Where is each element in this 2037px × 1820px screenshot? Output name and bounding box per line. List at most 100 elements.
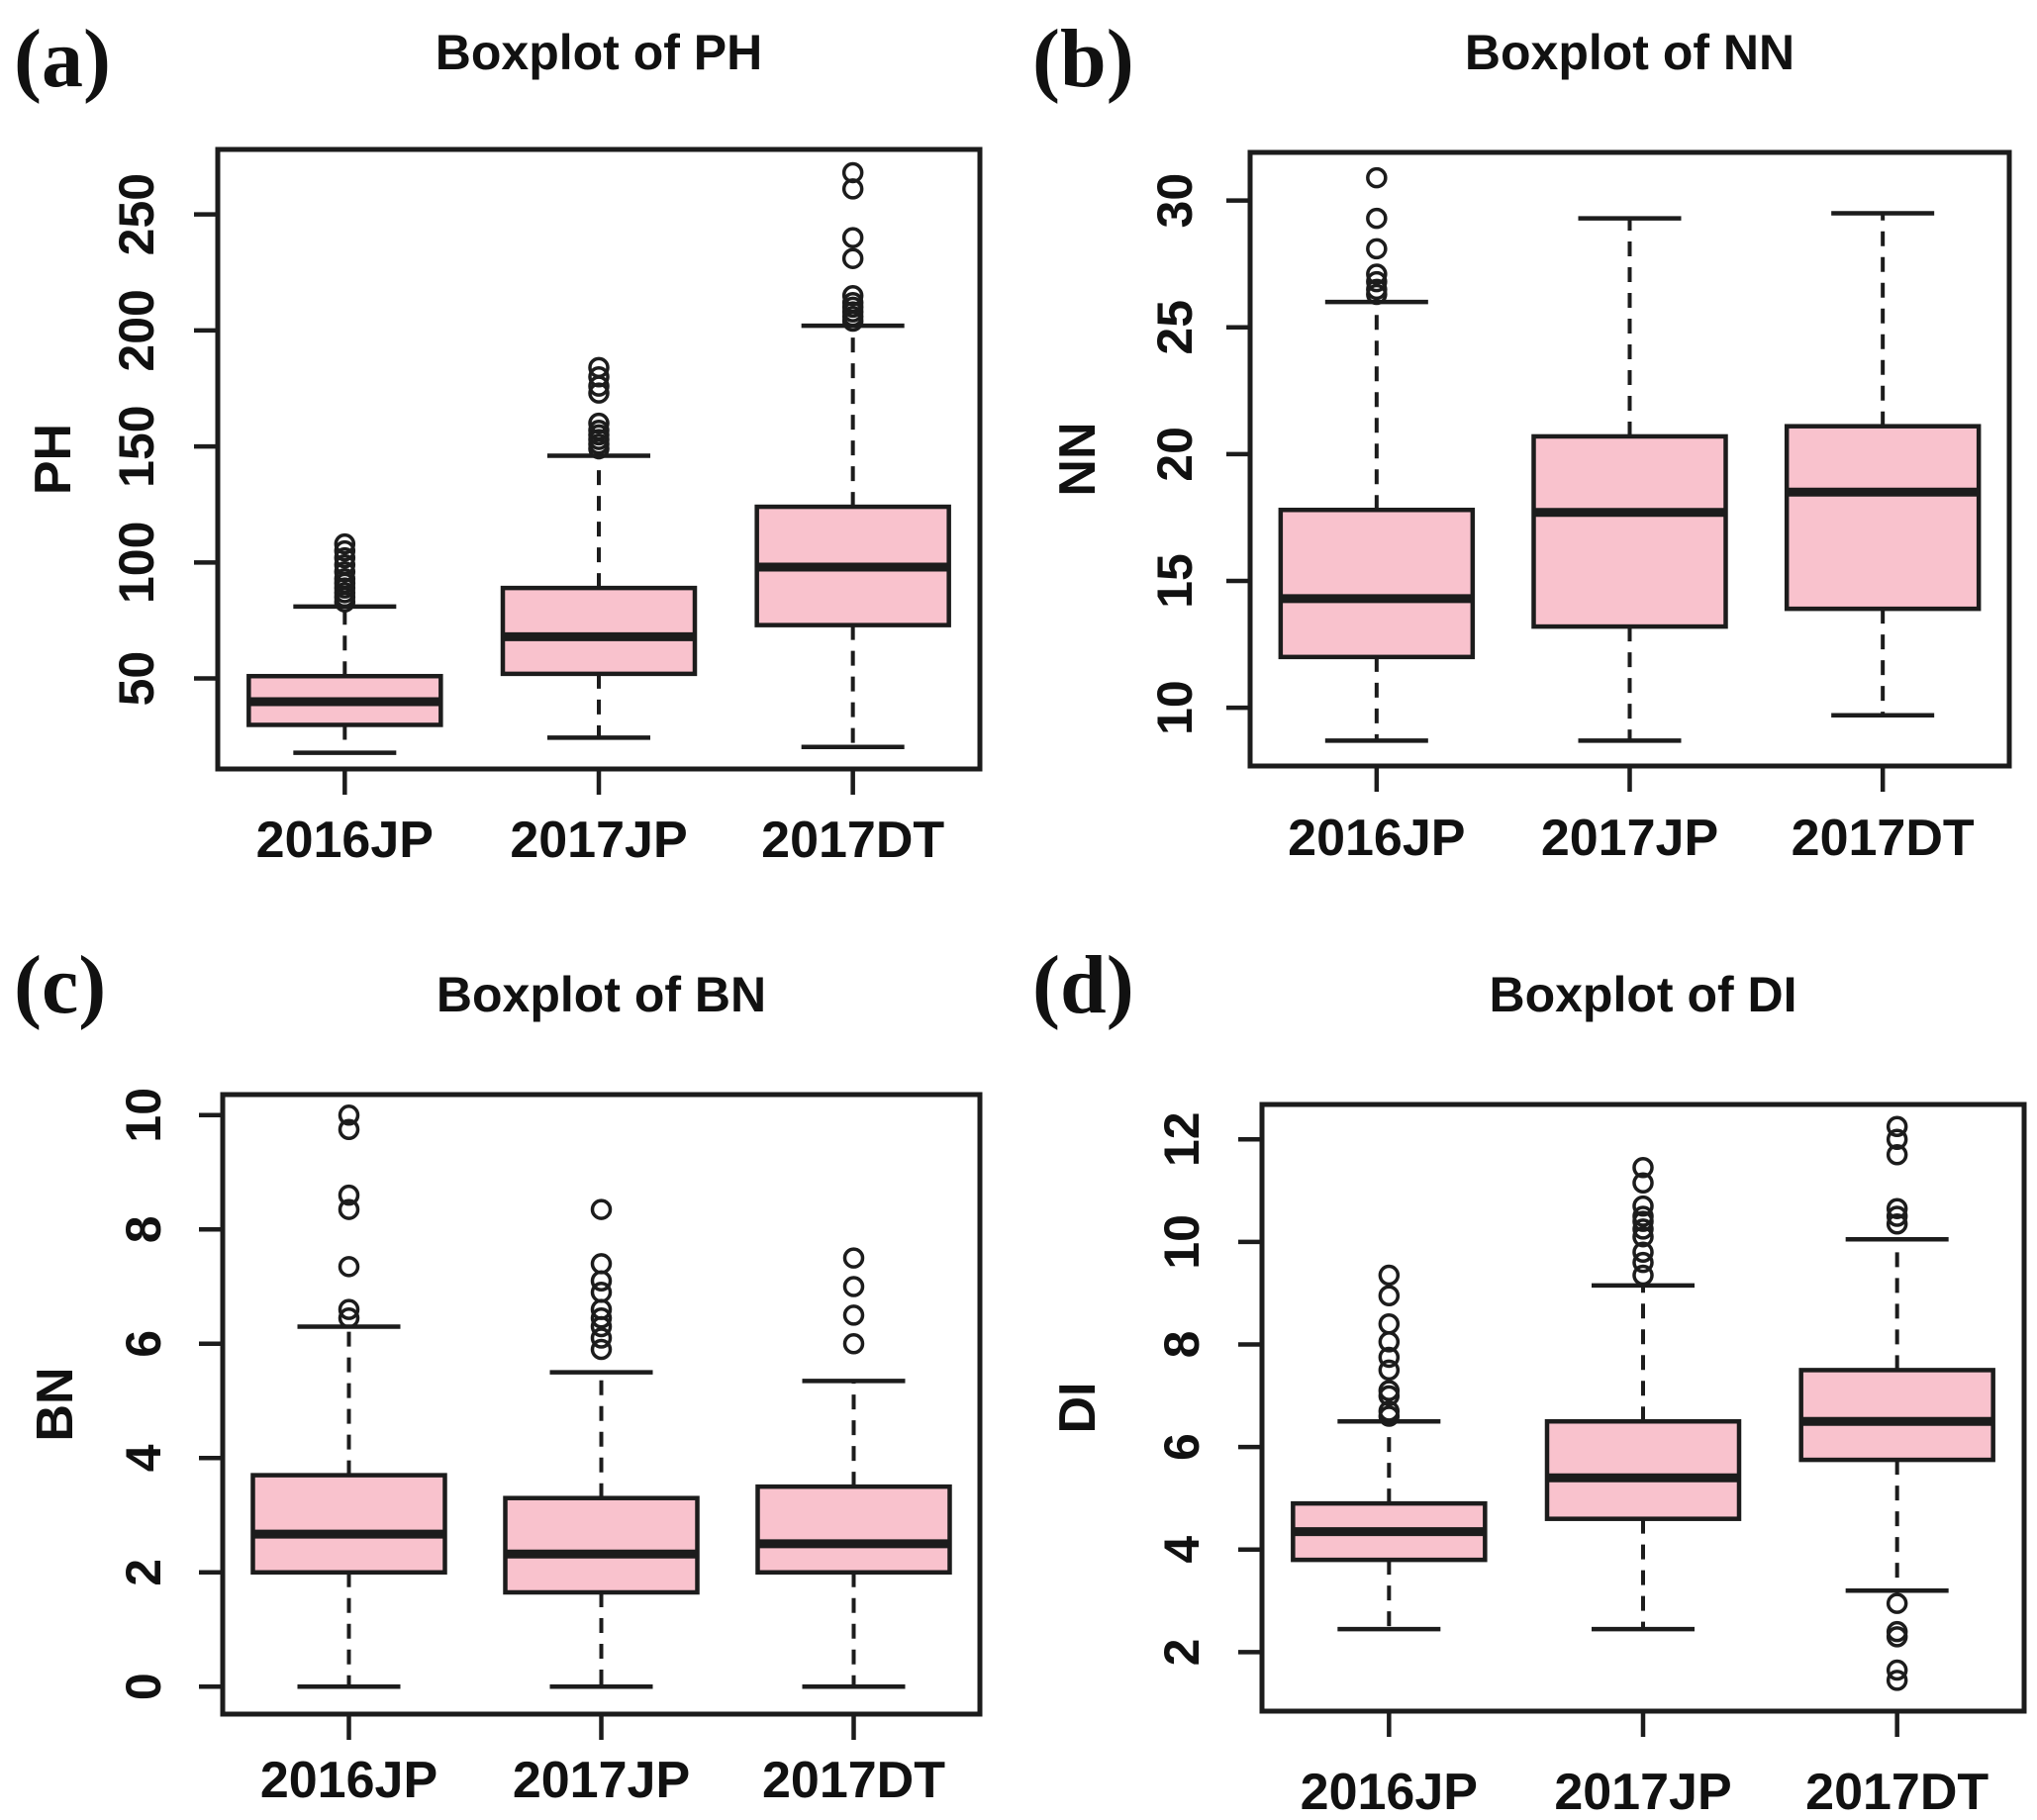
panel-letter-c: (c) [14, 939, 107, 1031]
outlier-point [1378, 1264, 1401, 1287]
outlier-point [1366, 263, 1388, 285]
outlier-point [1886, 1659, 1908, 1681]
outlier-point [842, 1247, 865, 1269]
outlier-point [841, 247, 864, 269]
outlier-point [1886, 1626, 1908, 1648]
panel-title-a: Boxplot of PH [435, 25, 763, 80]
y-tick-label: 25 [1147, 300, 1203, 355]
iqr-box [503, 1495, 700, 1595]
boxplot-plot-d: 2 4 6 8 10 12 DI 2016JP 2017JP 2017DT [1049, 1102, 2027, 1820]
outlier-point [590, 1282, 613, 1303]
outlier-point [841, 161, 864, 184]
outlier-point [590, 1270, 613, 1293]
outlier-point [1378, 1285, 1401, 1307]
outlier-point [334, 567, 356, 590]
iqr-box [1531, 433, 1728, 629]
outlier-point [1632, 1195, 1654, 1217]
outlier-point [590, 1198, 613, 1220]
panel-letter-d: (d) [1032, 939, 1134, 1031]
outlier-point [590, 1253, 613, 1275]
outlier-point [1886, 1592, 1908, 1614]
outlier-point [1632, 1241, 1654, 1263]
y-tick-label: 10 [1147, 680, 1203, 735]
x-category-label: 2016JP [1301, 1764, 1478, 1820]
outlier-point [338, 1256, 360, 1278]
outlier-point [334, 553, 356, 576]
panel-c: (c) Boxplot of BN 0 2 4 6 8 10 BN 2016JP 2017JP 2… [0, 910, 1018, 1820]
y-tick-label: 0 [116, 1673, 171, 1700]
outlier-point [1632, 1205, 1654, 1227]
outlier-point [338, 1104, 360, 1126]
y-tick-label: 50 [109, 651, 164, 707]
y-tick-label: 12 [1154, 1111, 1210, 1167]
outlier-point [338, 1198, 360, 1220]
x-category-label: 2017DT [1805, 1764, 1988, 1820]
outlier-point [334, 539, 356, 562]
y-tick-label: 2 [116, 1559, 171, 1586]
y-tick-label: 100 [109, 522, 164, 604]
iqr-box [1798, 1368, 1995, 1463]
outlier-point [588, 356, 610, 379]
outlier-point [590, 1338, 613, 1361]
outlier-point [1886, 1128, 1908, 1150]
y-tick-label: 6 [1154, 1433, 1210, 1461]
outlier-point [338, 1118, 360, 1140]
outlier-point [1378, 1346, 1401, 1369]
iqr-box [1544, 1418, 1742, 1521]
outlier-point [1366, 166, 1388, 189]
y-axis-title: BN [27, 1367, 84, 1441]
outlier-point [1886, 1115, 1908, 1138]
outlier-point [334, 546, 356, 569]
y-tick-label: 150 [109, 405, 164, 487]
outlier-point [1632, 1172, 1654, 1195]
boxplot-plot-c: 0 2 4 6 8 10 BN 2016JP 2017JP 2017DT [27, 1088, 983, 1809]
y-tick-label: 200 [109, 289, 164, 371]
outlier-point [1366, 270, 1388, 293]
y-tick-label: 4 [116, 1444, 171, 1472]
outlier-point [588, 412, 610, 434]
outlier-point [1632, 1264, 1654, 1287]
panel-d: (d) Boxplot of DI 2 4 6 8 10 12 DI 2016JP 2017JP… [1018, 910, 2037, 1820]
outlier-point [1886, 1197, 1908, 1219]
outlier-point [1886, 1205, 1908, 1227]
x-category-label: 2017JP [510, 812, 687, 869]
y-tick-label: 20 [1147, 427, 1203, 482]
x-category-label: 2017JP [1541, 810, 1718, 867]
y-tick-label: 10 [1154, 1214, 1210, 1270]
outlier-point [334, 560, 356, 583]
outlier-point [841, 291, 864, 314]
outlier-point [1366, 278, 1388, 301]
boxplot-plot-b: 10 15 20 25 30 NN 2016JP 2017JP 2017DT [1049, 149, 2012, 867]
outlier-point [1886, 1670, 1908, 1691]
outlier-point [1378, 1380, 1401, 1401]
outlier-point [338, 1307, 360, 1329]
outlier-point [1886, 1144, 1908, 1166]
y-tick-label: 8 [116, 1215, 171, 1243]
y-tick-label: 250 [109, 173, 164, 255]
x-category-label: 2017DT [761, 812, 944, 869]
outlier-point [1378, 1400, 1401, 1422]
outlier-point [1632, 1251, 1654, 1274]
x-category-label: 2017DT [762, 1752, 945, 1809]
panel-b: (b) Boxplot of NN 10 15 20 25 30 NN 2016JP 2017… [1018, 0, 2037, 910]
outlier-point [1886, 1212, 1908, 1235]
outlier-point [334, 532, 356, 555]
x-category-label: 2017DT [1792, 810, 1975, 867]
x-category-label: 2017JP [513, 1752, 690, 1809]
panel-letter-a: (a) [14, 13, 111, 105]
outlier-point [842, 1333, 865, 1355]
iqr-box [755, 1484, 952, 1576]
outlier-point [1378, 1313, 1401, 1335]
y-axis-title: PH [25, 424, 82, 495]
outlier-point [1378, 1359, 1401, 1382]
outlier-point [590, 1327, 613, 1349]
y-tick-label: 4 [1154, 1536, 1210, 1564]
y-tick-label: 8 [1154, 1331, 1210, 1359]
outlier-point [1366, 238, 1388, 260]
outlier-point [1632, 1156, 1654, 1179]
x-category-label: 2016JP [256, 812, 434, 869]
panel-a: (a) Boxplot of PH 50 100 150 200 250 PH 2016JP… [0, 0, 1018, 910]
panel-title-b: Boxplot of NN [1464, 25, 1795, 80]
iqr-box [1784, 424, 1982, 612]
